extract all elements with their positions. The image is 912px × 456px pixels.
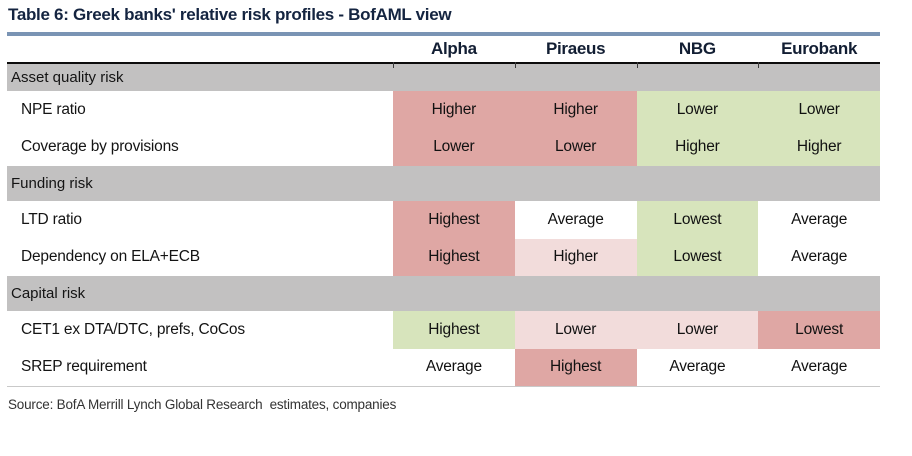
report-exhibit: Table 6: Greek banks' relative risk prof… bbox=[0, 5, 912, 456]
cell-nbg-srep-requirement: Average bbox=[636, 348, 759, 386]
column-header-nbg: NBG bbox=[678, 39, 716, 58]
cell-nbg-coverage-by-provisions: Higher bbox=[636, 128, 759, 166]
column-header-piraeus: Piraeus bbox=[545, 39, 606, 58]
cell-nbg-cet1-ex-dta-dtc-prefs-cocos: Lower bbox=[636, 311, 759, 349]
cell-piraeus-dependency-on-ela-ecb: Higher bbox=[514, 238, 637, 276]
table-row-srep-requirement: SREP requirement Average Highest Average Ave… bbox=[7, 348, 880, 386]
cell-alpha-npe-ratio: Higher bbox=[393, 91, 515, 129]
cell-eurobank-dependency-on-ela-ecb: Average bbox=[758, 238, 880, 276]
column-tick bbox=[393, 62, 394, 68]
cell-eurobank-coverage-by-provisions: Higher bbox=[758, 128, 880, 166]
table-title: Table 6: Greek banks' relative risk prof… bbox=[8, 5, 452, 24]
cell-eurobank-cet1-ex-dta-dtc-prefs-cocos: Lowest bbox=[758, 311, 880, 349]
row-label: CET1 ex DTA/DTC, prefs, CoCos bbox=[7, 311, 393, 349]
column-tick bbox=[514, 62, 516, 68]
row-label: LTD ratio bbox=[7, 201, 393, 239]
cell-alpha-dependency-on-ela-ecb: Highest bbox=[393, 238, 515, 276]
table-row-ltd-ratio: LTD ratio Highest Average Lowest Average bbox=[7, 201, 880, 239]
cell-alpha-cet1-ex-dta-dtc-prefs-cocos: Highest bbox=[393, 311, 515, 349]
table-body: Asset quality risk NPE ratio Higher Higher L… bbox=[7, 64, 880, 386]
cell-piraeus-ltd-ratio: Average bbox=[514, 201, 637, 239]
cell-alpha-coverage-by-provisions: Lower bbox=[393, 128, 515, 166]
table-row-cet1-ex-dta-dtc-prefs-cocos: CET1 ex DTA/DTC, prefs, CoCos Highest Lowe… bbox=[7, 311, 880, 349]
cell-piraeus-npe-ratio: Higher bbox=[514, 91, 637, 129]
column-tick bbox=[758, 62, 760, 68]
section-label: Funding risk bbox=[11, 175, 93, 192]
table-row-coverage-by-provisions: Coverage by provisions Lower Lower Higher Hi… bbox=[7, 128, 880, 166]
row-label: SREP requirement bbox=[7, 348, 393, 386]
row-label: NPE ratio bbox=[7, 91, 393, 129]
top-rule bbox=[7, 32, 880, 36]
cell-eurobank-npe-ratio: Lower bbox=[758, 91, 880, 129]
section-row-capital-risk: Capital risk bbox=[7, 276, 880, 311]
column-header-alpha: Alpha bbox=[431, 39, 477, 58]
cell-piraeus-srep-requirement: Highest bbox=[514, 348, 637, 386]
cell-piraeus-cet1-ex-dta-dtc-prefs-cocos: Lower bbox=[514, 311, 637, 349]
cell-alpha-ltd-ratio: Highest bbox=[393, 201, 515, 239]
cell-nbg-ltd-ratio: Lowest bbox=[636, 201, 759, 239]
table-row-dependency-on-ela-ecb: Dependency on ELA+ECB Highest Higher Lowest… bbox=[7, 238, 880, 276]
column-tick bbox=[636, 62, 638, 68]
cell-alpha-srep-requirement: Average bbox=[393, 348, 515, 386]
source-note: Source: BofA Merrill Lynch Global Resear… bbox=[8, 397, 397, 412]
bottom-rule bbox=[7, 386, 880, 387]
table-row-npe-ratio: NPE ratio Higher Higher Lower Lower bbox=[7, 91, 880, 129]
section-row-funding-risk: Funding risk bbox=[7, 166, 880, 201]
section-row-asset-quality-risk: Asset quality risk bbox=[7, 64, 880, 91]
section-label: Asset quality risk bbox=[11, 69, 124, 86]
cell-nbg-npe-ratio: Lower bbox=[636, 91, 759, 129]
section-label: Capital risk bbox=[11, 285, 86, 302]
header-row: Alpha Piraeus NBG Eurobank bbox=[7, 36, 880, 62]
column-header-eurobank: Eurobank bbox=[781, 39, 858, 58]
header-rule bbox=[7, 62, 880, 68]
cell-eurobank-srep-requirement: Average bbox=[758, 348, 880, 386]
row-label: Dependency on ELA+ECB bbox=[7, 238, 393, 276]
cell-nbg-dependency-on-ela-ecb: Lowest bbox=[636, 238, 759, 276]
risk-table: Alpha Piraeus NBG Eurobank Asset quality… bbox=[7, 32, 880, 387]
header-spacer bbox=[7, 36, 393, 62]
row-label: Coverage by provisions bbox=[7, 128, 393, 166]
cell-piraeus-coverage-by-provisions: Lower bbox=[514, 128, 637, 166]
cell-eurobank-ltd-ratio: Average bbox=[758, 201, 880, 239]
